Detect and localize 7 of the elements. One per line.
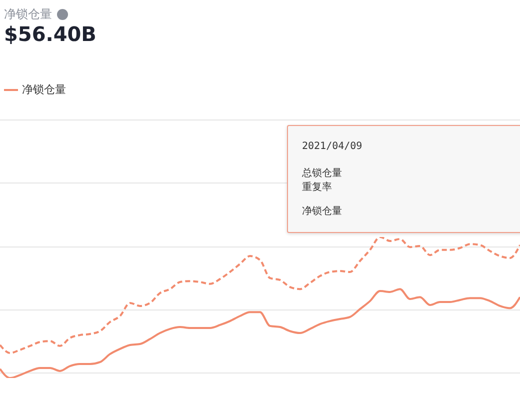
legend-label: 净锁仓量 [22,82,66,97]
chart-title: 净锁仓量 [4,6,52,23]
text: 总锁仓量 [302,166,342,180]
chart-subtitle: $56.40B [4,22,96,46]
text: 净锁仓量 [302,205,342,218]
text: 2021/04/09 [302,141,362,152]
text: 重复率 [302,180,332,194]
